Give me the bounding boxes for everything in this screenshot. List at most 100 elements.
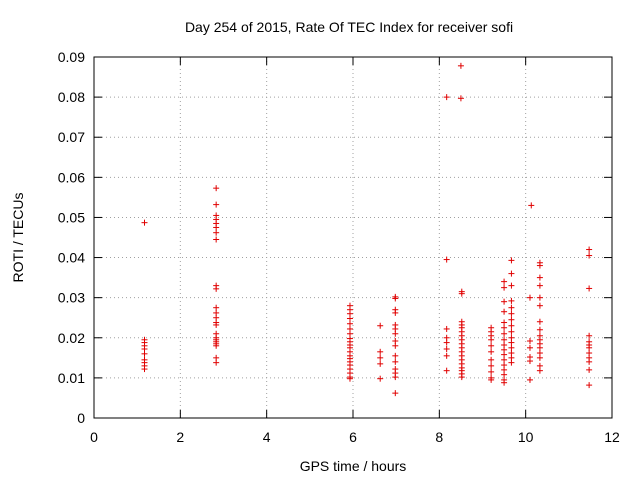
data-point — [346, 375, 353, 382]
data-point — [536, 302, 543, 309]
data-point — [458, 290, 465, 297]
y-tick-label: 0.09 — [58, 49, 85, 65]
data-point — [501, 319, 508, 326]
data-point — [586, 358, 593, 365]
data-point — [501, 351, 508, 358]
data-point — [586, 344, 593, 351]
x-tick-label: 10 — [518, 429, 534, 445]
data-point — [443, 339, 450, 346]
data-point — [213, 359, 220, 366]
data-point — [526, 344, 533, 351]
y-tick-label: 0 — [77, 410, 85, 426]
data-point — [213, 321, 220, 328]
data-point — [528, 202, 535, 209]
y-tick-label: 0.06 — [58, 169, 85, 185]
data-point — [586, 332, 593, 339]
grid-lines — [94, 57, 612, 418]
data-point — [586, 285, 593, 292]
data-point — [141, 366, 148, 373]
data-point — [501, 330, 508, 337]
data-point — [488, 342, 495, 349]
data-point — [586, 252, 593, 259]
data-point — [501, 278, 508, 285]
data-point — [443, 352, 450, 359]
data-point — [392, 330, 399, 337]
data-point — [508, 328, 515, 335]
data-point — [501, 298, 508, 305]
data-point — [213, 229, 220, 236]
data-point — [508, 316, 515, 323]
data-point — [501, 371, 508, 378]
data-point — [501, 336, 508, 343]
y-tick-labels: 0 0.01 0.02 0.03 0.04 0.05 0.06 0.07 0.08 0.09 — [58, 49, 85, 426]
y-tick-label: 0.08 — [58, 89, 85, 105]
x-tick-label: 8 — [435, 429, 443, 445]
data-point — [377, 360, 384, 367]
data-point — [457, 62, 464, 69]
data-point — [508, 344, 515, 351]
data-point — [392, 390, 399, 397]
data-point — [508, 304, 515, 311]
data-point — [392, 374, 399, 381]
data-point — [508, 270, 515, 277]
y-axis-label: ROTI / TECUs — [10, 193, 26, 283]
data-point — [536, 326, 543, 333]
data-point — [536, 274, 543, 281]
y-tick-label: 0.02 — [58, 330, 85, 346]
data-point — [488, 356, 495, 363]
data-point — [586, 366, 593, 373]
data-point — [536, 282, 543, 289]
data-point — [508, 282, 515, 289]
data-point — [377, 375, 384, 382]
data-point — [346, 315, 353, 322]
data-point — [586, 382, 593, 389]
data-point — [392, 352, 399, 359]
data-point — [141, 219, 148, 226]
data-point — [443, 256, 450, 263]
y-tick-label: 0.07 — [58, 129, 85, 145]
x-tick-label: 2 — [176, 429, 184, 445]
data-point — [392, 342, 399, 349]
data-point — [346, 320, 353, 327]
data-point — [536, 344, 543, 351]
data-point — [508, 310, 515, 317]
data-point — [536, 367, 543, 374]
data-point — [501, 324, 508, 331]
data-point — [377, 322, 384, 329]
data-point — [526, 376, 533, 383]
x-tick-label: 12 — [604, 429, 620, 445]
data-point — [488, 376, 495, 383]
data-point — [443, 346, 450, 353]
data-point — [377, 348, 384, 355]
data-point — [443, 367, 450, 374]
y-tick-label: 0.04 — [58, 250, 85, 266]
x-tick-label: 4 — [263, 429, 271, 445]
data-point — [457, 95, 464, 102]
data-point — [526, 294, 533, 301]
data-point — [213, 224, 220, 231]
data-point — [508, 297, 515, 304]
data-point — [501, 356, 508, 363]
data-point — [392, 309, 399, 316]
data-point — [213, 342, 220, 349]
y-tick-label: 0.05 — [58, 209, 85, 225]
data-point — [392, 295, 399, 302]
x-tick-labels: 0 2 4 6 8 10 12 — [90, 429, 620, 445]
x-axis-label: GPS time / hours — [300, 458, 407, 474]
data-point — [213, 304, 220, 311]
data-point — [213, 185, 220, 192]
y-tick-label: 0.03 — [58, 290, 85, 306]
data-point — [213, 201, 220, 208]
data-point — [501, 308, 508, 315]
x-tick-label: 6 — [349, 429, 357, 445]
data-point — [443, 94, 450, 101]
data-point — [501, 379, 508, 386]
plot-frame — [93, 56, 613, 419]
data-point — [488, 348, 495, 355]
data-point — [488, 362, 495, 369]
data-point — [501, 284, 508, 291]
data-point — [392, 358, 399, 365]
data-point — [586, 246, 593, 253]
data-point — [526, 358, 533, 365]
